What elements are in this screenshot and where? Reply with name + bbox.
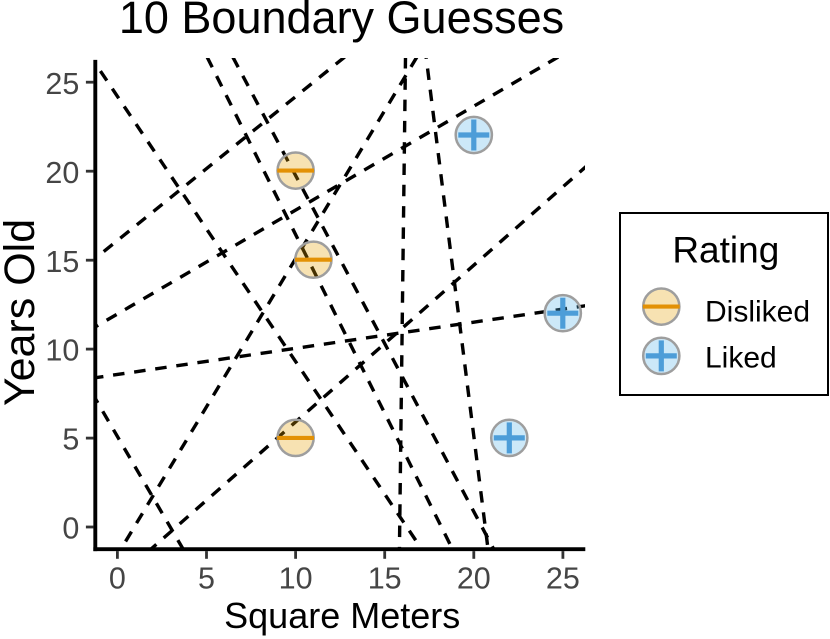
svg-text:15: 15	[368, 562, 402, 596]
svg-text:5: 5	[62, 423, 79, 457]
svg-text:0: 0	[109, 562, 126, 596]
svg-text:25: 25	[45, 67, 79, 101]
svg-text:10: 10	[45, 334, 79, 368]
svg-text:Liked: Liked	[705, 342, 777, 375]
svg-text:Square Meters: Square Meters	[224, 595, 460, 636]
svg-text:10: 10	[279, 562, 313, 596]
svg-text:0: 0	[62, 512, 79, 546]
svg-text:Years Old: Years Old	[0, 219, 44, 406]
svg-text:Disliked: Disliked	[705, 296, 810, 329]
svg-text:Rating: Rating	[672, 230, 779, 271]
svg-text:20: 20	[45, 156, 79, 190]
svg-text:25: 25	[546, 562, 580, 596]
svg-text:5: 5	[198, 562, 215, 596]
svg-text:10 Boundary Guesses: 10 Boundary Guesses	[119, 0, 564, 43]
svg-text:15: 15	[45, 245, 79, 279]
svg-text:20: 20	[457, 562, 491, 596]
